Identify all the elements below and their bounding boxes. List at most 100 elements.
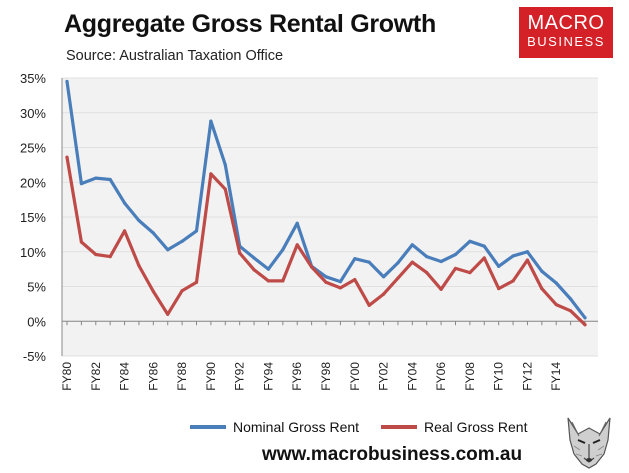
data-point [439,259,443,264]
data-point [482,256,486,260]
y-tick-label: 5% [27,280,46,295]
data-point [108,255,112,259]
legend-swatch-real [381,425,417,429]
data-point [151,231,155,235]
data-point [367,260,371,264]
data-point [223,187,227,191]
data-point [122,229,127,233]
data-point [439,287,443,291]
data-point [180,239,184,243]
y-tick-label: 0% [27,314,46,329]
data-point [497,286,501,291]
x-tick-label: FY06 [434,362,448,391]
data-point [353,257,357,261]
data-point [410,260,414,264]
data-point [410,243,414,247]
data-point [525,258,530,262]
data-point [338,286,342,290]
x-tick-label: FY90 [204,362,218,391]
data-point [583,316,587,320]
data-point [381,292,386,296]
data-point [353,277,357,282]
data-point [266,267,271,271]
data-point [295,221,299,225]
y-tick-label: 25% [20,141,46,156]
data-point [511,254,515,258]
x-tick-label: FY08 [463,362,477,391]
data-point [281,279,285,283]
data-point [79,240,83,244]
x-tick-label: FY00 [348,362,362,391]
data-point [540,286,544,291]
x-tick-label: FY14 [549,362,563,391]
data-point [252,256,256,260]
data-point [324,275,328,279]
chart-subtitle: Source: Australian Taxation Office [66,48,284,64]
x-tick-label: FY12 [520,362,534,391]
data-point [525,250,530,254]
x-tick-label: FY10 [492,362,506,391]
data-point [94,176,98,180]
data-point [453,266,458,271]
data-point [281,248,285,252]
data-point [569,297,573,301]
x-tick-label: FY82 [89,362,103,391]
data-point [238,251,242,255]
data-point [425,271,429,275]
legend-label-real: Real Gross Rent [424,419,528,435]
data-point [166,248,170,252]
data-point [295,243,299,247]
legend-item-real: Real Gross Rent [381,419,527,435]
y-tick-label: 30% [20,106,46,121]
data-point [137,264,141,268]
y-tick-label: 20% [20,175,46,190]
logo-line2: BUSINESS [527,34,605,49]
data-point [497,264,501,268]
data-point [108,177,112,182]
x-tick-label: FY92 [233,362,247,391]
data-point [396,261,400,265]
legend-item-nominal: Nominal Gross Rent [190,419,359,435]
x-tick-label: FY88 [175,362,189,391]
x-tick-label: FY94 [261,362,275,391]
x-tick-label: FY96 [290,362,304,391]
data-point [367,303,371,307]
data-point [94,252,98,257]
data-point [554,281,558,285]
x-tick-label: FY02 [377,362,391,391]
x-tick-label: FY98 [319,362,333,391]
x-tick-label: FY04 [405,362,419,391]
data-point [137,218,141,223]
data-point [151,289,155,293]
data-point [482,244,486,248]
x-tick-label: FY84 [118,362,132,391]
website-url[interactable]: www.macrobusiness.com.au [262,444,523,465]
data-point [396,276,400,280]
legend-swatch-nominal [190,425,226,429]
legend-label-nominal: Nominal Gross Rent [233,419,360,435]
data-point [381,275,386,279]
y-tick-label: 10% [20,245,46,260]
data-point [554,302,558,307]
data-point [65,79,69,84]
data-point [209,172,213,176]
data-point [468,271,472,275]
data-point [468,239,472,243]
data-point [569,309,573,313]
data-point [65,155,69,159]
data-point [425,255,429,259]
macrobusiness-logo[interactable]: MACRO BUSINESS [519,7,613,58]
data-point [194,229,199,233]
data-point [453,252,458,257]
y-tick-label: 35% [20,71,46,86]
data-point [338,280,342,284]
data-point [194,280,199,284]
x-tick-label: FY80 [60,362,74,391]
y-tick-label: -5% [23,349,47,364]
wolf-icon [562,414,616,470]
data-point [79,182,83,186]
data-point [540,269,544,273]
data-point [266,279,271,283]
data-point [122,201,127,205]
